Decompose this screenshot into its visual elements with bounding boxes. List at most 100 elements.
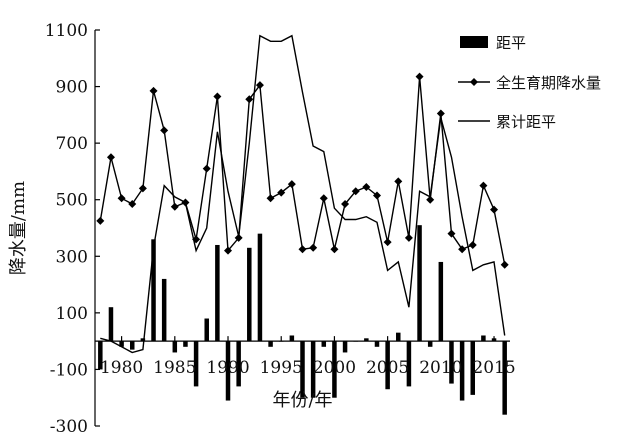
- precipitation-line: [99, 76, 506, 265]
- precipitation-marker: [106, 153, 115, 162]
- anomaly-bar: [129, 341, 135, 350]
- y-ticks: -300 -100 100 300 500 700 900 1100: [45, 21, 100, 437]
- anomaly-bar: [374, 341, 380, 347]
- anomaly-bar: [427, 341, 433, 347]
- precipitation-marker: [298, 245, 307, 254]
- precipitation-marker: [117, 194, 126, 203]
- precipitation-marker: [436, 109, 445, 118]
- precipitation-marker: [404, 233, 413, 242]
- anomaly-bar: [172, 341, 178, 353]
- precipitation-marker: [372, 191, 381, 200]
- precipitation-marker: [287, 180, 296, 189]
- precipitation-marker: [277, 188, 286, 197]
- y-tick-label: 700: [56, 134, 88, 154]
- precipitation-marker: [255, 81, 264, 90]
- anomaly-bar: [332, 341, 337, 398]
- anomaly-bar: [502, 341, 507, 415]
- anomaly-bar: [342, 341, 348, 353]
- anomaly-bar: [193, 341, 199, 387]
- anomaly-bar: [151, 239, 156, 342]
- y-tick-label: -300: [50, 417, 88, 437]
- cumulative-anomaly-line: [100, 34, 506, 354]
- y-tick-label: 1100: [45, 21, 88, 41]
- anomaly-bar: [289, 335, 295, 342]
- precipitation-marker: [479, 181, 488, 190]
- x-axis-title: 年份/年: [272, 390, 332, 411]
- anomaly-bar: [215, 244, 220, 342]
- legend-cumulative-label: 累计距平: [496, 113, 556, 131]
- precipitation-marker: [138, 184, 147, 193]
- x-tick-label: 1990: [206, 358, 249, 378]
- precipitation-marker: [415, 72, 424, 81]
- anomaly-bar: [236, 341, 241, 387]
- precipitation-marker: [330, 245, 339, 254]
- anomaly-bar: [396, 332, 401, 342]
- precipitation-marker: [149, 86, 158, 95]
- anomaly-bar: [247, 247, 252, 342]
- precipitation-marker: [309, 243, 318, 252]
- legend-precipitation-label: 全生育期降水量: [496, 74, 601, 92]
- anomaly-bar: [438, 261, 444, 342]
- anomaly-bar: [417, 225, 422, 342]
- anomaly-bar: [183, 341, 188, 347]
- precipitation-marker: [202, 164, 211, 173]
- legend-anomaly-swatch: [460, 36, 488, 48]
- anomaly-bar: [98, 341, 103, 370]
- y-tick-label: 100: [56, 304, 88, 324]
- precipitation-marker: [341, 199, 350, 208]
- y-tick-label: 300: [56, 247, 88, 267]
- x-tick-label: 1985: [153, 358, 196, 378]
- legend-diamond-icon: [470, 78, 478, 86]
- precipitation-marker: [468, 240, 477, 249]
- legend-anomaly-label: 距平: [496, 34, 526, 52]
- anomaly-bar: [364, 338, 369, 342]
- precipitation-marker: [213, 92, 222, 101]
- precipitation-marker: [96, 216, 105, 225]
- anomaly-bar: [225, 341, 231, 401]
- precipitation-marker: [234, 233, 243, 242]
- y-tick-label: -100: [50, 360, 88, 380]
- precipitation-marker: [224, 246, 233, 255]
- precipitation-marker: [319, 194, 328, 203]
- x-tick-label: 2005: [366, 358, 409, 378]
- precipitation-marker: [160, 126, 169, 135]
- y-tick-label: 900: [56, 78, 88, 98]
- anomaly-bar: [300, 341, 305, 398]
- precipitation-marker: [490, 205, 499, 214]
- y-axis-title: 降水量/mm: [8, 181, 29, 275]
- anomaly-bar: [140, 338, 146, 342]
- precipitation-marker: [362, 182, 371, 191]
- x-tick-label: 2010: [419, 358, 462, 378]
- x-tick-label: 1980: [100, 358, 143, 378]
- anomaly-bars: [98, 225, 507, 415]
- precipitation-marker: [500, 260, 509, 269]
- precipitation-marker: [128, 199, 137, 208]
- legend: 距平 全生育期降水量 累计距平: [458, 34, 601, 131]
- x-ticks: 1980 1985 1990 1995 2000 2005 2010 2015: [100, 336, 516, 378]
- precipitation-marker: [447, 229, 456, 238]
- precipitation-markers: [96, 72, 509, 269]
- anomaly-bar: [257, 233, 263, 342]
- precipitation-marker: [383, 238, 392, 247]
- precipitation-marker: [458, 245, 467, 254]
- anomaly-bar: [385, 341, 390, 390]
- anomaly-bar: [119, 341, 124, 347]
- y-tick-label: 500: [56, 191, 88, 211]
- precipitation-marker: [426, 195, 435, 204]
- anomaly-bar: [481, 335, 486, 342]
- x-tick-label: 2015: [472, 358, 515, 378]
- precipitation-marker: [351, 187, 360, 196]
- precipitation-marker: [192, 235, 201, 244]
- precipitation-marker: [170, 202, 179, 211]
- anomaly-bar: [406, 341, 412, 387]
- anomaly-bar: [470, 341, 476, 395]
- anomaly-bar: [321, 341, 327, 347]
- anomaly-bar: [310, 341, 316, 398]
- anomaly-bar: [268, 341, 273, 347]
- x-tick-label: 1995: [260, 358, 303, 378]
- anomaly-bar: [204, 318, 209, 342]
- precipitation-marker: [266, 194, 275, 203]
- precipitation-marker: [245, 95, 254, 104]
- x-tick-label: 2000: [313, 358, 356, 378]
